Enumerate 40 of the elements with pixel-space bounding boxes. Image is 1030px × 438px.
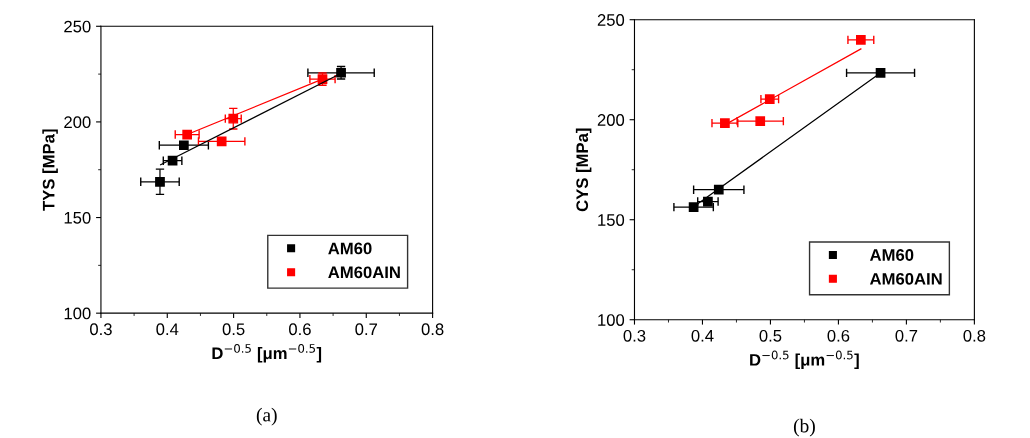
y-axis-title: CYS [MPa]: [575, 128, 592, 212]
y-tick-label: 200: [597, 114, 625, 126]
point: [855, 35, 866, 45]
point: [720, 118, 730, 128]
x-tick-label: 0.5: [759, 329, 782, 342]
x-tick-label: 0.8: [963, 329, 986, 342]
y-tick-label: 100: [64, 307, 91, 320]
y-tick-label: 150: [64, 211, 91, 224]
text: (a): [256, 407, 277, 426]
x-tick-label: 0.6: [289, 323, 311, 336]
x-tick-label: 0.8: [421, 323, 444, 336]
point: [764, 94, 775, 104]
legend-label: AM60: [869, 249, 914, 261]
point: [228, 113, 239, 124]
y-tick-label: 250: [597, 14, 625, 26]
x-tick-label: 0.7: [895, 329, 918, 342]
x-axis-title: D$^{−0.5}$ [μm$^{−0.5}$]: [212, 343, 322, 363]
y-tick-label: 250: [64, 20, 91, 33]
x-tick-label: 0.4: [691, 329, 714, 342]
legend-label: AM60AIN: [869, 272, 942, 285]
text: (b): [793, 418, 815, 437]
point: [182, 129, 193, 140]
x-tick-label: 0.5: [222, 323, 245, 336]
legend-label: AM60AIN: [328, 266, 400, 279]
y-tick-label: 150: [598, 214, 625, 226]
y-tick-label: 200: [64, 116, 91, 129]
point: [167, 155, 178, 166]
x-tick-label: 0.7: [355, 323, 378, 336]
point: [155, 176, 165, 187]
point: [713, 184, 724, 195]
x-tick-label: 0.3: [90, 323, 112, 336]
y-axis-title: TYS [MPa]: [42, 129, 58, 211]
legend-label: AM60: [328, 242, 372, 255]
x-tick-label: 0.4: [156, 323, 179, 336]
x-tick-label: 0.6: [827, 329, 850, 342]
point: [755, 116, 766, 126]
x-axis-title: D$^{−0.5}$ [μm$^{−0.5}$]: [750, 350, 859, 370]
point: [178, 140, 189, 151]
x-tick-label: 0.3: [623, 329, 646, 342]
y-tick-label: 100: [598, 314, 625, 326]
